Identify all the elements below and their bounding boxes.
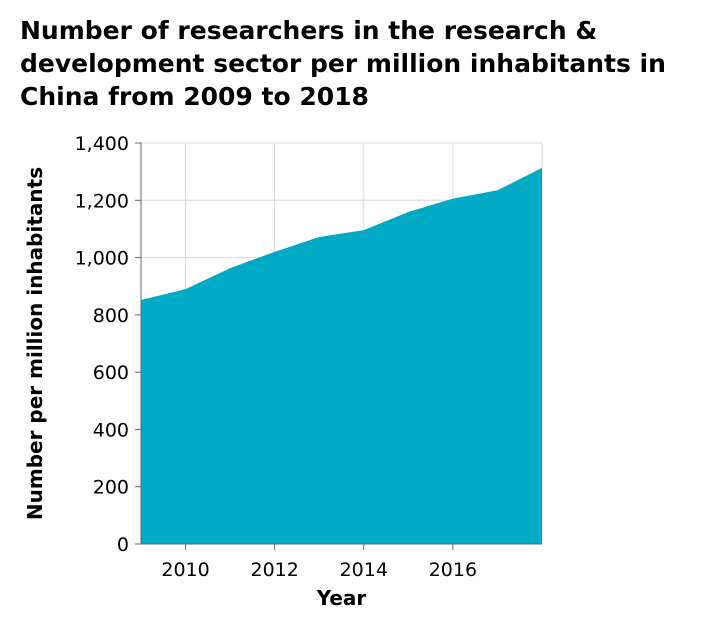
- x-tick-label: 2014: [340, 559, 388, 581]
- axes: [135, 142, 542, 550]
- x-axis-title: Year: [316, 586, 367, 610]
- y-tick-labels: 0 200 400 600 800 1,000 1,200 1,400: [75, 133, 129, 556]
- x-tick-label: 2012: [250, 559, 298, 581]
- y-tick-label: 0: [117, 534, 129, 556]
- x-tick-label: 2010: [161, 559, 209, 581]
- y-tick-label: 1,200: [75, 190, 129, 212]
- y-tick-label: 400: [93, 419, 129, 441]
- x-tick-label: 2016: [429, 559, 477, 581]
- y-tick-label: 1,000: [75, 248, 129, 270]
- y-axis-title: Number per million inhabitants: [23, 167, 47, 520]
- chart-title: Number of researchers in the research & …: [20, 16, 666, 111]
- y-tick-label: 800: [93, 305, 129, 327]
- series-area: [141, 167, 542, 544]
- y-tick-label: 1,400: [75, 133, 129, 155]
- y-tick-label: 600: [93, 362, 129, 384]
- x-tick-labels: 2010 2012 2014 2016: [161, 559, 477, 581]
- series-area-layer: [141, 167, 542, 544]
- y-tick-label: 200: [93, 477, 129, 499]
